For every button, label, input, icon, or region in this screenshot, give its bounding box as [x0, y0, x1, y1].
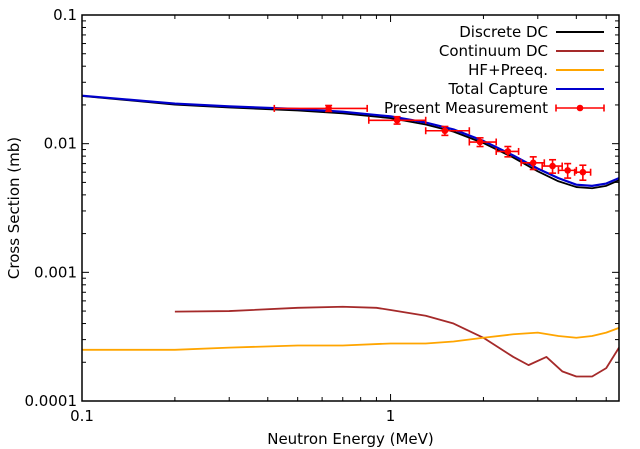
series-line-discrete-dc: [82, 95, 619, 190]
legend-label: Total Capture: [448, 80, 548, 98]
legend-label: Discrete DC: [459, 23, 548, 41]
plot-area: [82, 15, 619, 401]
axis-ticks: 0.1 1 0.0001 0.001 0.01 0.1: [25, 6, 619, 425]
data-marker: [476, 138, 484, 146]
curves: [82, 94, 619, 378]
x-tick-label: 0.1: [70, 407, 94, 425]
data-marker: [564, 167, 571, 174]
legend-item-present-measurement: Present Measurement: [384, 99, 605, 117]
data-marker: [441, 127, 449, 135]
y-tick-label: 0.1: [53, 6, 77, 24]
data-marker: [393, 116, 401, 124]
legend-item-hf-preeq: HF+Preeq.: [468, 61, 604, 79]
data-point-4: [468, 137, 498, 148]
data-point-5: [495, 145, 520, 158]
data-marker: [529, 159, 537, 167]
data-point-9: [573, 164, 592, 182]
data-point-6: [520, 156, 546, 171]
legend-item-discrete-dc: Discrete DC: [459, 23, 604, 41]
y-tick-label: 0.001: [34, 263, 77, 281]
data-point-1: [273, 104, 368, 113]
data-marker: [504, 148, 512, 155]
legend-item-total-capture: Total Capture: [448, 80, 604, 98]
y-axis-label: Cross Section (mb): [5, 137, 23, 279]
series-line-hf-preeq: [82, 327, 619, 351]
data-point-8: [557, 162, 578, 179]
data-marker: [549, 162, 556, 170]
legend-label: Present Measurement: [384, 99, 548, 117]
data-point-2: [367, 115, 427, 125]
series-line-total-capture: [82, 94, 619, 187]
legend-label: HF+Preeq.: [468, 61, 548, 79]
legend-marker: [576, 104, 584, 112]
y-tick-label: 0.01: [44, 135, 77, 153]
data-point-7: [541, 158, 564, 174]
plot-frame: [81, 14, 620, 402]
legend-item-continuum-dc: Continuum DC: [439, 42, 604, 60]
x-axis-label: Neutron Energy (MeV): [267, 430, 434, 448]
x-tick-label: 1: [386, 407, 396, 425]
data-point-3: [424, 125, 471, 137]
y-tick-label: 0.0001: [25, 392, 78, 410]
legend-label: Continuum DC: [439, 42, 548, 60]
data-marker: [579, 168, 587, 176]
data-marker: [325, 105, 332, 112]
